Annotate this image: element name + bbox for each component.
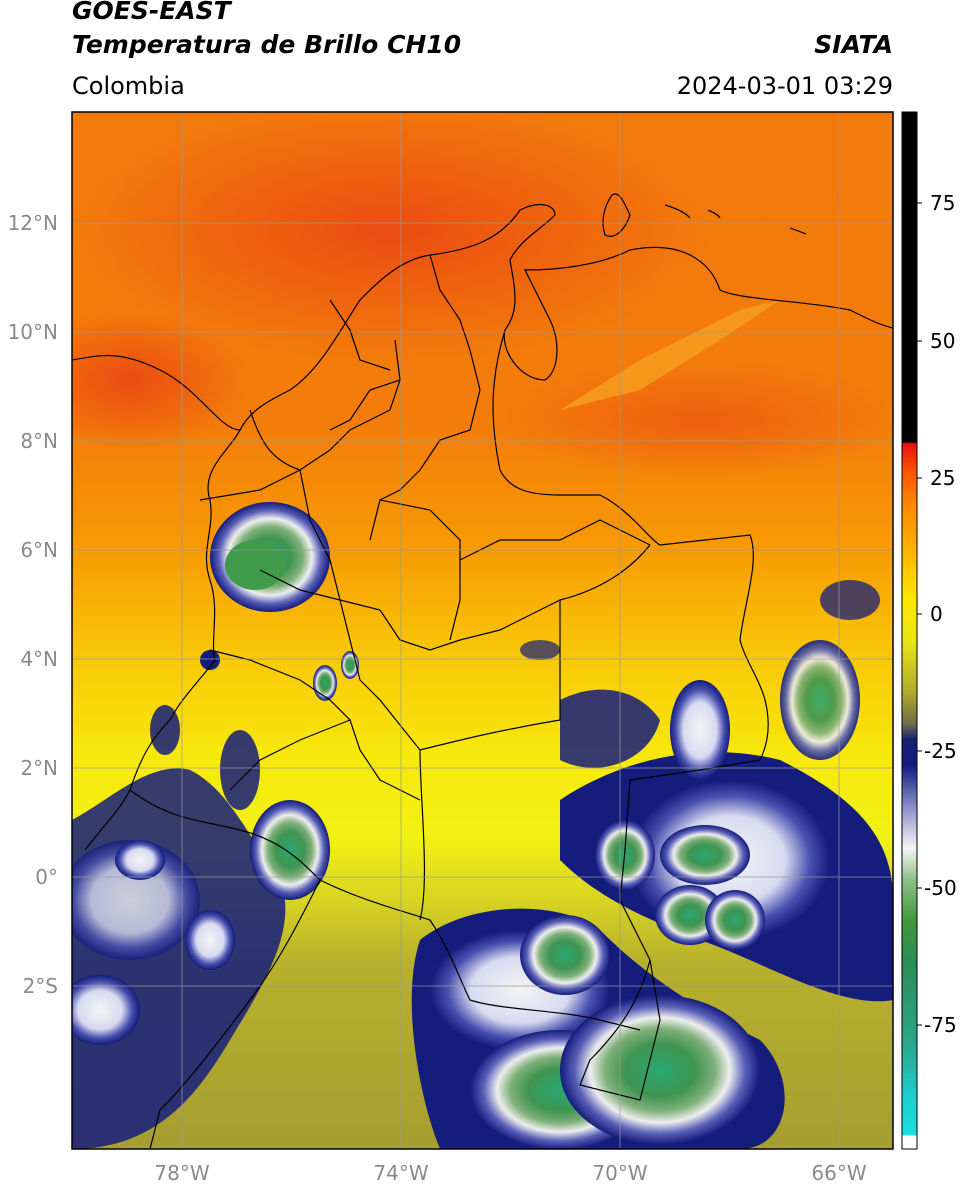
colorbar-tick-label: 75 xyxy=(930,191,955,215)
region-label: Colombia xyxy=(72,72,185,100)
lon-tick-label: 74°W xyxy=(373,1161,428,1185)
colorbar: 75 50 25 0 -25 -50 -75 xyxy=(901,111,957,1150)
lat-tick-label: 2°N xyxy=(20,756,58,780)
lon-tick-label: 70°W xyxy=(592,1161,647,1185)
boundaries xyxy=(72,193,893,1149)
colorbar-gradient xyxy=(901,111,918,1150)
colorbar-tick-label: 25 xyxy=(930,466,955,490)
lat-tick-label: 0° xyxy=(35,865,58,889)
satellite-title: GOES-EAST xyxy=(72,0,231,25)
plot-frame xyxy=(71,111,894,1150)
lon-tick-label: 66°W xyxy=(811,1161,866,1185)
satellite-imagery xyxy=(72,112,893,1149)
lon-tick-label: 78°W xyxy=(154,1161,209,1185)
lat-tick-label: 6°N xyxy=(20,538,58,562)
latitude-axis: 12°N 10°N 8°N 6°N 4°N 2°N 0° 2°S xyxy=(8,211,58,998)
colorbar-tick-label: 0 xyxy=(930,602,943,626)
source-label: SIATA xyxy=(814,30,893,59)
graticule xyxy=(72,112,893,1149)
longitude-axis: 78°W 74°W 70°W 66°W xyxy=(154,1161,866,1185)
lat-tick-label: 8°N xyxy=(20,429,58,453)
lat-tick-label: 2°S xyxy=(23,974,58,998)
colorbar-tick-label: -50 xyxy=(924,876,957,900)
colorbar-tick-label: -25 xyxy=(924,739,957,763)
lat-tick-label: 12°N xyxy=(8,211,58,235)
lat-tick-label: 4°N xyxy=(20,647,58,671)
colorbar-tick-label: -75 xyxy=(924,1013,957,1037)
lat-tick-label: 10°N xyxy=(8,320,58,344)
product-title: Temperatura de Brillo CH10 xyxy=(72,30,462,59)
datetime-label: 2024-03-01 03:29 xyxy=(676,72,893,100)
colorbar-tick-label: 50 xyxy=(930,329,955,353)
